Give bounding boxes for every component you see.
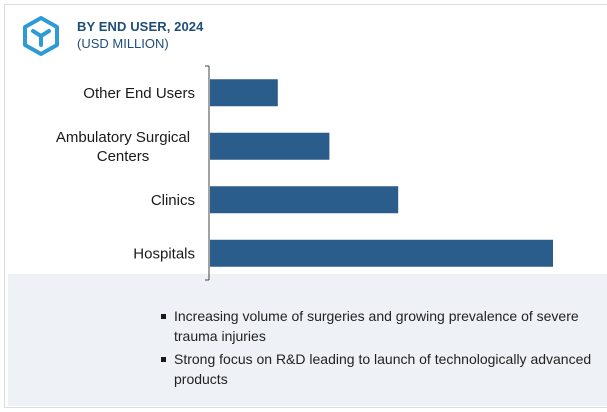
category-label: Hospitals	[133, 245, 195, 262]
category-labels: Other End Users Ambulatory Surgical Center…	[56, 85, 195, 263]
chart-subtitle: (USD MILLION)	[77, 36, 169, 51]
insights-panel	[8, 274, 607, 406]
bar	[210, 132, 330, 160]
hexagon-cube-icon	[23, 16, 59, 56]
bar	[210, 79, 278, 107]
bars	[210, 79, 553, 267]
axis-ticks	[205, 65, 209, 281]
insight-bullet: Increasing volume of surgeries and growi…	[161, 306, 607, 346]
category-label: Ambulatory Surgical Centers	[56, 129, 190, 165]
bar	[210, 239, 553, 267]
insights-list: Increasing volume of surgeries and growi…	[161, 306, 607, 392]
chart-title: BY END USER, 2024	[77, 19, 204, 34]
insight-bullet: Strong focus on R&D leading to launch of…	[161, 349, 607, 389]
category-label: Other End Users	[83, 85, 195, 102]
category-label: Clinics	[151, 192, 195, 209]
bar	[210, 186, 399, 214]
